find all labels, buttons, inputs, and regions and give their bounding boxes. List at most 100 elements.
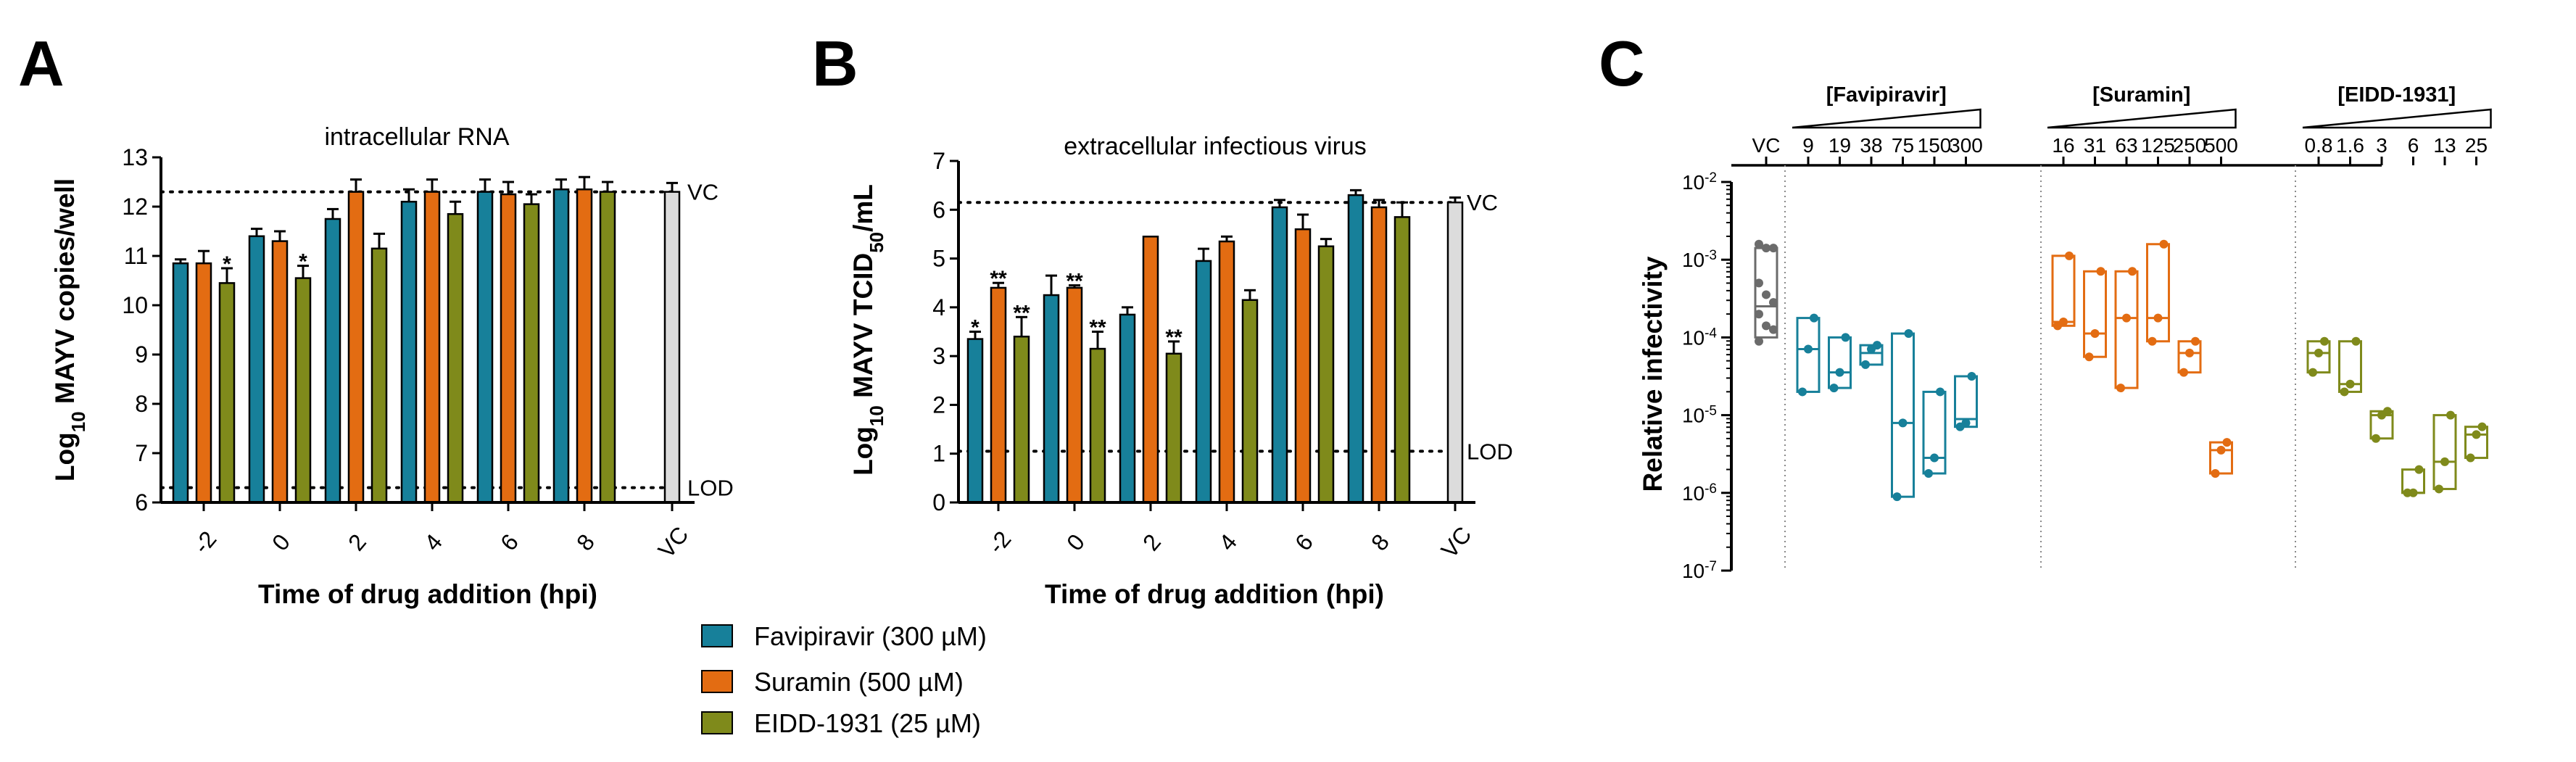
chart-b-ytick-label-2: 2 bbox=[932, 392, 945, 418]
chart-c-point-favipiravir-150-2 bbox=[1924, 469, 1933, 478]
chart-c-point-eidd-1931-0.8-0 bbox=[2320, 336, 2329, 346]
legend-item-favipiravir: Favipiravir (300 µM) bbox=[701, 621, 987, 651]
chart-c-point-suramin-31-1 bbox=[2090, 329, 2100, 339]
chart-c-point-favipiravir-9-2 bbox=[1798, 387, 1807, 397]
chart-c-conc-label-eidd-1931-1.6: 1.6 bbox=[2336, 134, 2364, 157]
chart-a-bar-favipiravir-8 bbox=[552, 188, 570, 504]
chart-c-point-vc-VC-6 bbox=[1755, 310, 1763, 319]
chart-a-bar-suramin-4 bbox=[423, 191, 441, 504]
legend-swatch-suramin bbox=[701, 670, 733, 693]
chart-b-bar-favipiravir-8 bbox=[1347, 194, 1364, 504]
chart-c-conc-label-suramin-125: 125 bbox=[2141, 134, 2175, 157]
chart-c-point-suramin-250-0 bbox=[2191, 336, 2200, 346]
chart-c-point-suramin-500-0 bbox=[2222, 438, 2232, 447]
chart-b-bar-vc bbox=[1446, 201, 1464, 504]
chart-b-ytick-label-3: 3 bbox=[932, 343, 945, 369]
chart-c-conc-label-eidd-1931-13: 13 bbox=[2433, 134, 2456, 157]
chart-a-bar-favipiravir-4 bbox=[400, 200, 418, 504]
chart-b-x-label: Time of drug addition (hpi) bbox=[1045, 579, 1384, 609]
chart-a-bar-eidd-1931-4 bbox=[447, 212, 464, 504]
chart-a-ytick-label-6: 6 bbox=[135, 489, 148, 515]
chart-c-box-suramin-125 bbox=[2146, 243, 2170, 343]
chart-c-point-favipiravir-75-1 bbox=[1898, 418, 1908, 428]
chart-c-ytick-exponent: -7 bbox=[1705, 559, 1717, 574]
chart-a-title: intracellular RNA bbox=[324, 123, 509, 151]
chart-c-point-eidd-1931-25-2 bbox=[2466, 453, 2475, 463]
chart-c-point-favipiravir-9-0 bbox=[1810, 313, 1818, 323]
chart-c-ytick-base: 10 bbox=[1682, 171, 1705, 194]
chart-c-point-suramin-125-1 bbox=[2153, 313, 2163, 323]
legend-swatch-favipiravir bbox=[701, 624, 733, 647]
chart-c-point-suramin-63-1 bbox=[2122, 313, 2131, 323]
chart-a-ytick-label-9: 9 bbox=[135, 341, 148, 368]
chart-c-point-suramin-250-1 bbox=[2185, 348, 2194, 357]
chart-a-bar-eidd-1931-8 bbox=[599, 191, 616, 504]
chart-c-box-favipiravir-9 bbox=[1796, 317, 1821, 393]
chart-c-point-suramin-500-2 bbox=[2211, 469, 2220, 478]
chart-a-bar-favipiravir--2 bbox=[172, 262, 189, 504]
chart-c-conc-label-suramin-500: 500 bbox=[2204, 134, 2238, 157]
legend-swatch-eidd-1931 bbox=[701, 711, 733, 734]
chart-b-bar-suramin-8 bbox=[1370, 206, 1388, 504]
chart-c-point-favipiravir-300-0 bbox=[1967, 372, 1976, 381]
chart-a-bar-favipiravir-2 bbox=[324, 218, 341, 504]
chart-b-bar-favipiravir-2 bbox=[1119, 313, 1136, 504]
chart-c-conc-label-eidd-1931-6: 6 bbox=[2408, 134, 2419, 157]
chart-b-bar-eidd-1931-4 bbox=[1241, 299, 1259, 504]
chart-a-y-label-part-2: MAYV copies/well bbox=[50, 178, 80, 411]
legend-label-suramin: Suramin (500 µM) bbox=[754, 667, 964, 697]
chart-c-group-label-eidd-1931: [EIDD-1931] bbox=[2337, 83, 2456, 107]
chart-b-bar-eidd-1931-6 bbox=[1317, 245, 1335, 504]
chart-c-ytick-exponent: -2 bbox=[1705, 170, 1717, 186]
chart-a-ytick-label-13: 13 bbox=[122, 144, 148, 170]
chart-c-point-vc-VC-3 bbox=[1755, 278, 1763, 288]
chart-b-ytick-label-6: 6 bbox=[932, 196, 945, 223]
chart-c-point-vc-VC-4 bbox=[1762, 290, 1771, 299]
chart-b-significance-0--2: * bbox=[971, 316, 980, 340]
chart-c-point-eidd-1931-6-2 bbox=[2403, 488, 2412, 497]
chart-c-box-eidd-1931-0.8 bbox=[2306, 340, 2331, 374]
chart-b-significance-1--2: ** bbox=[990, 267, 1007, 291]
chart-b-bar-suramin-0 bbox=[1066, 286, 1083, 504]
chart-c-concentration-wedge-eidd-1931 bbox=[2302, 108, 2492, 129]
chart-c-box-favipiravir-75 bbox=[1891, 332, 1915, 498]
chart-c-ytick-base: 10 bbox=[1682, 405, 1705, 427]
chart-c-ytick-base: 10 bbox=[1682, 326, 1705, 349]
legend-label-eidd-1931: EIDD-1931 (25 µM) bbox=[754, 708, 981, 738]
chart-c-conc-label-eidd-1931-3: 3 bbox=[2376, 134, 2387, 157]
chart-b-ytick-label-7: 7 bbox=[932, 148, 945, 174]
chart-c-conc-label-suramin-31: 31 bbox=[2084, 134, 2106, 157]
chart-c-group-label-suramin: [Suramin] bbox=[2092, 83, 2190, 107]
chart-b-ytick-label-0: 0 bbox=[932, 489, 945, 515]
chart-a-ytick-label-10: 10 bbox=[122, 292, 148, 318]
chart-a-bar-suramin-2 bbox=[347, 191, 365, 504]
panel-a-letter: A bbox=[18, 28, 65, 99]
chart-a-bar-eidd-1931-0 bbox=[294, 277, 312, 504]
chart-b-bar-eidd-1931-0 bbox=[1089, 347, 1106, 504]
chart-b-ytick-label-4: 4 bbox=[932, 294, 945, 320]
chart-c-point-eidd-1931-1.6-1 bbox=[2345, 379, 2355, 389]
chart-b-title: extracellular infectious virus bbox=[1064, 133, 1367, 160]
chart-a-ytick-label-7: 7 bbox=[135, 440, 148, 466]
legend-label-favipiravir: Favipiravir (300 µM) bbox=[754, 621, 987, 651]
chart-a-x-label: Time of drug addition (hpi) bbox=[258, 579, 597, 609]
chart-c-ytick-exponent: -5 bbox=[1705, 403, 1717, 418]
chart-c-point-eidd-1931-25-0 bbox=[2477, 422, 2487, 431]
chart-c-point-eidd-1931-6-0 bbox=[2414, 465, 2424, 474]
chart-c-box-suramin-31 bbox=[2083, 270, 2107, 358]
chart-a-bar-favipiravir-0 bbox=[248, 235, 265, 504]
chart-c-conc-label-eidd-1931-0.8: 0.8 bbox=[2305, 134, 2333, 157]
chart-b-significance-2--2: ** bbox=[1013, 301, 1030, 325]
panel-c-letter: C bbox=[1599, 28, 1645, 99]
chart-a-ytick-label-11: 11 bbox=[124, 243, 148, 269]
chart-c-point-eidd-1931-3-1 bbox=[2377, 410, 2386, 420]
panel-b-letter: B bbox=[812, 28, 858, 99]
chart-c-conc-label-favipiravir-300: 300 bbox=[1949, 134, 1983, 157]
chart-a-significance-2-0: * bbox=[299, 250, 307, 274]
chart-b-bar-favipiravir--2 bbox=[966, 338, 984, 504]
chart-c-ytick-label--3: 10-3 bbox=[1682, 248, 1717, 272]
chart-b-y-label-part-3: 50 bbox=[866, 232, 887, 253]
chart-b-ytick-label-5: 5 bbox=[932, 246, 945, 272]
chart-c-point-suramin-500-1 bbox=[2216, 445, 2226, 455]
